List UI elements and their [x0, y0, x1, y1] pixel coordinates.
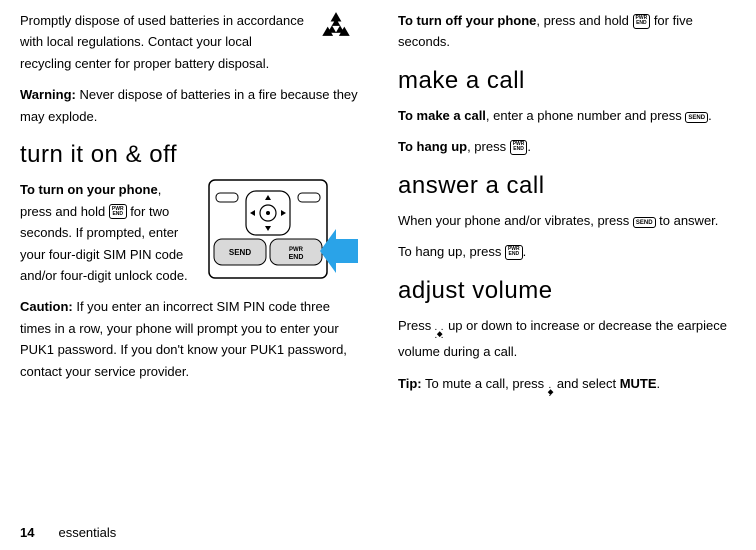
tip-text: Tip: To mute a call, press ·◆· and selec… — [398, 373, 736, 400]
turn-off-bold: To turn off your phone — [398, 13, 536, 28]
tip-label: Tip: — [398, 376, 422, 391]
heading-turn-on-off: turn it on & off — [20, 141, 358, 169]
send-key-icon: SEND — [685, 112, 708, 123]
svg-text:PWR: PWR — [289, 247, 304, 253]
make-call-text: To make a call, enter a phone number and… — [398, 105, 736, 126]
heading-adjust-volume: adjust volume — [398, 277, 736, 305]
caution-text: Caution: If you enter an incorrect SIM P… — [20, 296, 358, 382]
make-call-bold: To make a call — [398, 108, 486, 123]
answer-text: When your phone and/or vibrates, press S… — [398, 210, 736, 231]
send-key-icon: SEND — [633, 217, 656, 228]
hang-up-text: To hang up, press PWREND. — [398, 136, 736, 157]
page-footer: 14 essentials — [20, 525, 116, 540]
svg-text:SEND: SEND — [229, 248, 251, 257]
answer-hangup-text: To hang up, press PWREND. — [398, 241, 736, 262]
nav-key-icon: · ·◆· · — [435, 329, 445, 342]
hang-up-bold: To hang up — [398, 139, 467, 154]
section-name: essentials — [58, 525, 116, 540]
keypad-figure: SEND PWR END — [208, 179, 358, 284]
battery-disposal-text: Promptly dispose of used batteries in ac… — [20, 10, 358, 74]
warning-text: Warning: Never dispose of batteries in a… — [20, 84, 358, 127]
recycle-icon — [318, 10, 354, 51]
turn-on-bold: To turn on your phone — [20, 182, 158, 197]
pwr-end-key-icon: PWREND — [505, 245, 523, 260]
warning-label: Warning: — [20, 87, 76, 102]
turn-off-text: To turn off your phone, press and hold P… — [398, 10, 736, 53]
heading-answer-call: answer a call — [398, 172, 736, 200]
heading-make-call: make a call — [398, 67, 736, 95]
caution-label: Caution: — [20, 299, 73, 314]
pwr-end-key-icon: PWREND — [510, 140, 528, 155]
pwr-end-key-icon: PWREND — [633, 14, 651, 29]
pwr-end-key-icon: PWREND — [109, 204, 127, 219]
mute-label: MUTE — [620, 376, 657, 391]
svg-text:END: END — [289, 254, 304, 261]
page-number: 14 — [20, 525, 34, 540]
volume-text: Press · ·◆· · up or down to increase or … — [398, 315, 736, 363]
